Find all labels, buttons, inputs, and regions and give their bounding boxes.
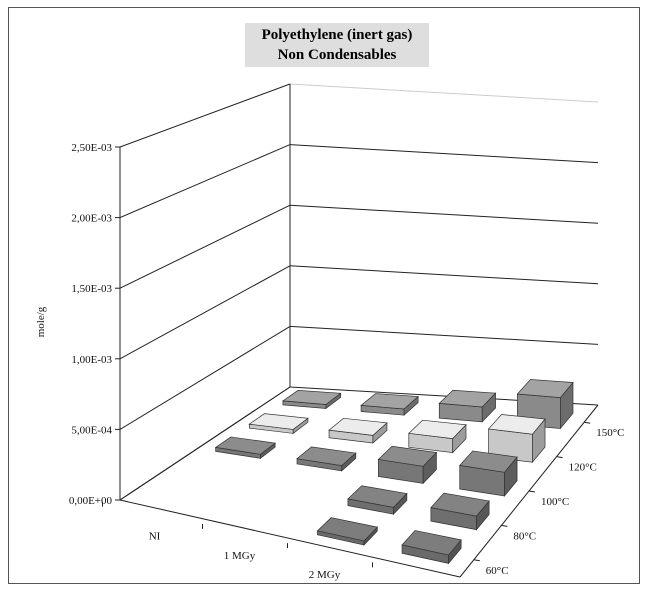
grid-line-left-1 [119, 325, 291, 430]
chart-frame: Polyethylene (inert gas) Non Condensable… [8, 7, 640, 584]
y-tick-label-3: 1,50E-03 [71, 283, 112, 295]
x-tick-label-2: 2 MGy [309, 569, 341, 581]
bar-top-face [248, 413, 309, 430]
bar-top-face [347, 485, 408, 508]
z-tick-label-0: 60°C [486, 565, 509, 577]
bar-150°C-1 MGy [360, 393, 419, 416]
bar-60°C-2 MGy [316, 517, 378, 546]
bar-top-face [487, 414, 546, 435]
grid-line-left-2 [119, 265, 291, 360]
bar-top-face [459, 450, 518, 473]
bar-150°C-NI [281, 390, 342, 410]
grid-line-back-1 [289, 325, 599, 345]
z-tick-mark-3 [556, 456, 563, 459]
z-tick-label-4: 150°C [596, 427, 624, 439]
y-tick-label-5: 2,50E-03 [71, 142, 112, 154]
bar-top-face [401, 530, 462, 556]
grid-line-left-5 [119, 83, 291, 148]
y-tick-label-4: 2,00E-03 [71, 213, 112, 225]
bar-100°C-NI [214, 436, 277, 460]
chart-title: Polyethylene (inert gas) [261, 27, 413, 43]
bar-top-face [408, 419, 467, 439]
bar-top-face [316, 517, 378, 542]
bar-top-face [328, 417, 388, 436]
grid-line-left-4 [119, 144, 291, 219]
y-tick-label-0: 0,00E+00 [69, 495, 113, 507]
bar-120°C-2 MGy [408, 419, 467, 454]
grid-line-back-3 [289, 204, 599, 224]
z-tick-label-3: 120°C [569, 462, 597, 474]
bar-100°C-1 MGy [296, 446, 357, 472]
y-tick-label-1: 5,00E-04 [71, 424, 112, 436]
chart-subtitle: Non Condensables [277, 47, 397, 63]
bar-80°C-4 MGy [430, 492, 490, 531]
x-axis-line [119, 499, 461, 578]
y-axis-label: mole/g [35, 306, 47, 337]
z-tick-label-1: 80°C [513, 530, 536, 542]
bar-100°C-4 MGy [459, 450, 518, 497]
z-tick-mark-2 [528, 490, 536, 493]
bar-120°C-NI [248, 413, 309, 435]
bar-80°C-2 MGy [347, 485, 408, 516]
bar-top-face [516, 379, 574, 399]
grid-line-back-5 [289, 83, 599, 103]
grid-line-back-2 [289, 265, 599, 285]
bar-top-face [360, 393, 419, 410]
bar-120°C-1 MGy [328, 417, 388, 444]
z-tick-label-2: 100°C [541, 496, 569, 508]
chart-title-box: Polyethylene (inert gas) Non Condensable… [245, 23, 429, 67]
floor-left-edge [119, 386, 291, 501]
z-tick-mark-1 [501, 524, 508, 527]
grid-line-back-4 [289, 144, 599, 164]
bar-100°C-2 MGy [377, 445, 438, 485]
bar-top-face [296, 446, 357, 466]
grid-line-left-3 [119, 204, 291, 289]
z-tick-mark-0 [473, 559, 480, 562]
bar-top-face [214, 436, 277, 455]
x-tick-label-1: 1 MGy [224, 550, 256, 562]
bar-top-face [430, 492, 490, 517]
bar-top-face [377, 445, 438, 467]
bar-120°C-4 MGy [487, 414, 546, 464]
z-tick-mark-4 [584, 421, 591, 424]
bar-60°C-4 MGy [401, 530, 462, 565]
y-tick-label-2: 1,00E-03 [71, 354, 112, 366]
bar-150°C-2 MGy [438, 389, 497, 423]
bar-top-face [281, 390, 342, 405]
bar-top-face [438, 389, 497, 408]
x-tick-label-0: NI [149, 531, 161, 543]
